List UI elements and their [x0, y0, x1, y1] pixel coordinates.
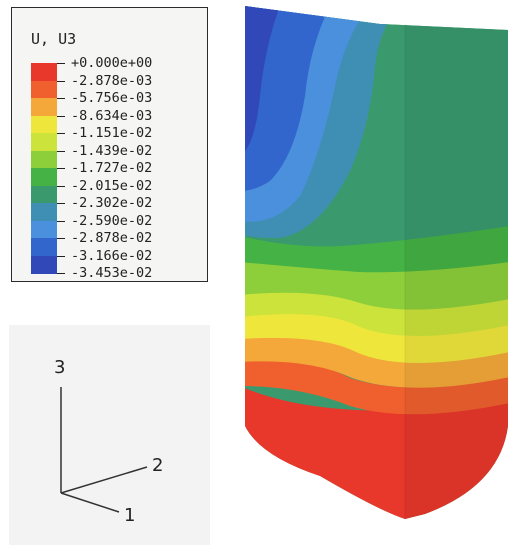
- legend-swatch: [31, 98, 57, 116]
- legend-swatch: [31, 255, 57, 274]
- axis-1-label: 1: [124, 505, 136, 526]
- legend-swatch: [31, 150, 57, 169]
- legend-tick: [57, 255, 65, 257]
- model-band-lightgreen: [245, 261, 508, 310]
- legend-tick: [57, 98, 65, 99]
- legend-value-label: -8.634e-03: [71, 107, 153, 124]
- legend-swatch: [31, 115, 57, 134]
- legend-tick: [57, 273, 65, 274]
- legend-value-label: -5.756e-03: [71, 90, 153, 106]
- legend-value-label: -1.439e-02: [71, 142, 153, 159]
- legend-value-label: -2.590e-02: [71, 212, 153, 229]
- legend-swatch: [31, 168, 57, 186]
- legend-value-label: -2.878e-03: [71, 72, 153, 89]
- fe-model-contour: [245, 6, 508, 519]
- legend-value-label: -3.166e-02: [71, 247, 153, 264]
- legend-swatch: [31, 80, 57, 99]
- legend-value-label: -2.015e-02: [71, 177, 153, 194]
- legend-swatch: [31, 63, 57, 81]
- legend-tick: [57, 238, 65, 239]
- legend-value-label: +0.000e+00: [71, 55, 153, 71]
- legend-value-label: -2.878e-02: [71, 230, 153, 246]
- legend-tick: [57, 80, 65, 82]
- legend-tick: [57, 115, 65, 117]
- model-side-shade: [405, 24, 508, 519]
- legend-tick: [57, 185, 65, 187]
- legend-swatch: [31, 185, 57, 204]
- legend-value-label: -2.302e-02: [71, 195, 153, 211]
- legend-title: U, U3: [31, 30, 77, 48]
- legend-tick: [57, 203, 65, 204]
- model-band-darkblue: [245, 6, 280, 156]
- contour-legend: U, U3 +0.000e+00 -2.878e-03 -5.756e-03 -8.6…: [11, 7, 208, 282]
- axis-2-label: 2: [152, 455, 164, 476]
- legend-tick: [57, 63, 65, 64]
- legend-tick: [57, 220, 65, 222]
- legend-swatch: [31, 133, 57, 151]
- legend-value-label: -1.151e-02: [71, 125, 153, 141]
- axis-1-line: [60, 492, 120, 513]
- triad-icon: [60, 387, 148, 513]
- legend-tick: [57, 168, 65, 169]
- model-band-lime: [245, 292, 508, 337]
- legend-value-label: -1.727e-02: [71, 160, 153, 176]
- legend-tick: [57, 150, 65, 152]
- model-band-amber: [245, 336, 508, 388]
- model-band-green: [245, 226, 508, 273]
- model-band-yellow: [245, 312, 508, 363]
- axis-2-line: [60, 466, 148, 494]
- legend-color-bar: [31, 63, 57, 274]
- legend-tick: [57, 133, 65, 134]
- legend-swatch: [31, 238, 57, 256]
- axis-3-label: 3: [54, 357, 66, 378]
- legend-swatch: [31, 203, 57, 221]
- legend-swatch: [31, 220, 57, 239]
- legend-value-label: -3.453e-02: [71, 265, 153, 281]
- model-band-orange: [245, 360, 508, 415]
- axis-triad: 3 2 1: [9, 325, 210, 545]
